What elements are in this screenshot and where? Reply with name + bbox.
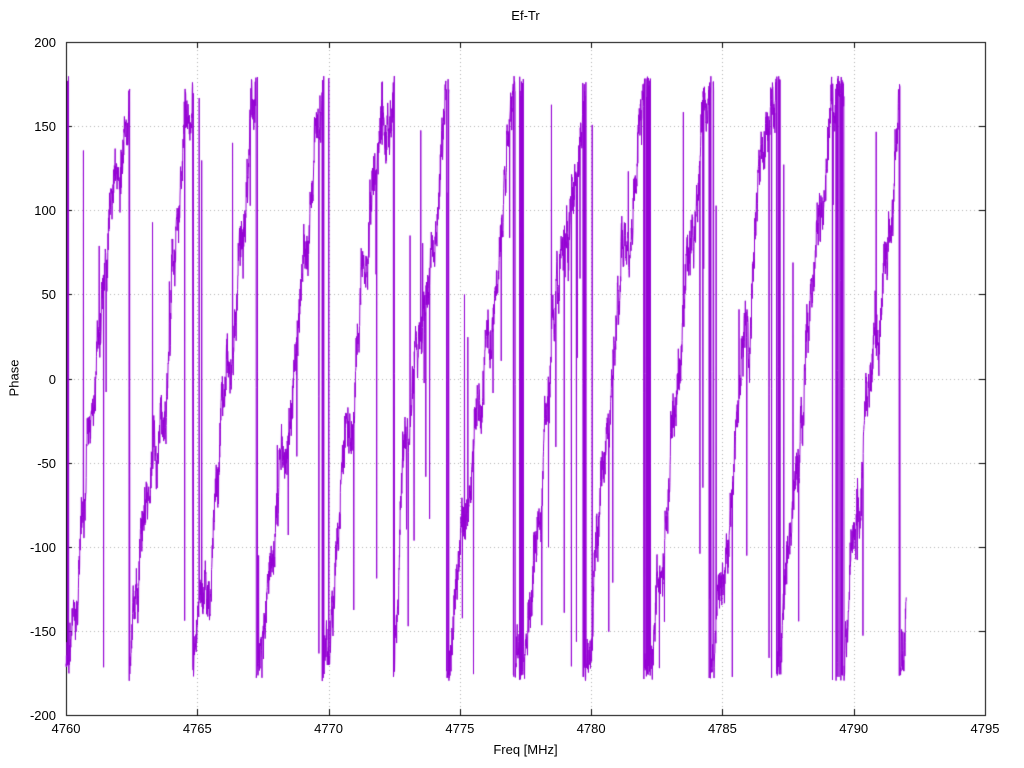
x-tick-label: 4790 — [839, 721, 869, 736]
y-tick-label: -50 — [37, 455, 56, 471]
y-tick-label: 100 — [34, 203, 56, 219]
y-tick-label: 50 — [41, 287, 56, 303]
x-axis-label: Freq [MHz] — [493, 742, 558, 757]
y-tick-label: -150 — [29, 623, 56, 639]
y-tick-label: 0 — [48, 371, 56, 387]
x-tick-label: 4775 — [445, 721, 475, 736]
chart-title: Ef-Tr — [511, 8, 540, 23]
y-tick-label: 150 — [34, 119, 56, 135]
x-tick-label: 4760 — [51, 721, 81, 736]
y-tick-label: -100 — [29, 539, 56, 555]
x-tick-label: 4770 — [314, 721, 344, 736]
y-tick-label: 200 — [34, 35, 56, 50]
x-tick-label: 4780 — [576, 721, 606, 736]
y-tick-label: -200 — [29, 708, 56, 723]
x-tick-label: 4785 — [707, 721, 737, 736]
x-tick-label: 4765 — [182, 721, 212, 736]
x-tick-label: 4795 — [970, 721, 1000, 736]
